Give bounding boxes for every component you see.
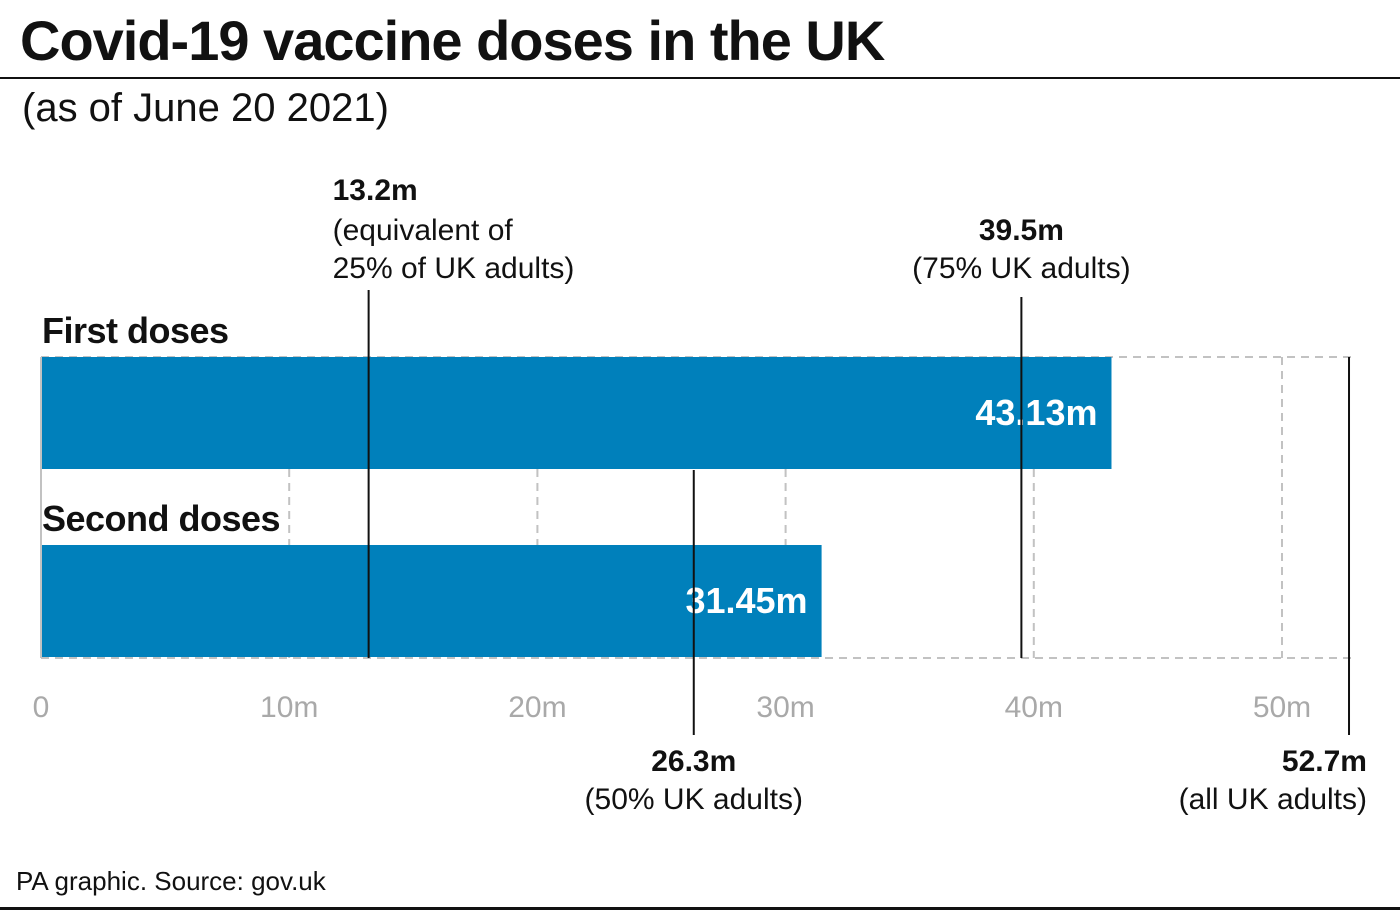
footer-rule	[0, 907, 1400, 910]
reference-value-3: 26.3m	[651, 745, 736, 778]
reference-value-4: 52.7m	[1282, 745, 1367, 778]
tick-label-30: 30m	[756, 691, 814, 724]
category-label-1: First doses	[42, 310, 229, 351]
source-note: PA graphic. Source: gov.uk	[16, 866, 326, 896]
bar-value-label-2: 31.45m	[685, 580, 807, 621]
tick-label-50: 50m	[1253, 691, 1311, 724]
chart-subtitle: (as of June 20 2021)	[22, 86, 389, 130]
tick-label-40: 40m	[1005, 691, 1063, 724]
chart-title: Covid-19 vaccine doses in the UK	[20, 9, 885, 72]
reference-value-1: 13.2m	[333, 174, 418, 207]
reference-note-3-1: (50% UK adults)	[585, 783, 803, 816]
reference-note-1-2: 25% of UK adults)	[333, 252, 575, 285]
tick-label-20: 20m	[508, 691, 566, 724]
reference-note-2-1: (75% UK adults)	[912, 252, 1130, 285]
tick-label-0: 0	[33, 691, 50, 724]
title-rule	[0, 77, 1400, 79]
tick-label-10: 10m	[260, 691, 318, 724]
bar-2	[41, 545, 822, 657]
reference-value-2: 39.5m	[979, 214, 1064, 247]
bar-1	[41, 357, 1112, 469]
bar-value-label-1: 43.13m	[975, 392, 1097, 433]
reference-note-1-1: (equivalent of	[333, 214, 514, 247]
category-label-2: Second doses	[42, 498, 280, 539]
reference-note-4-1: (all UK adults)	[1179, 783, 1367, 816]
